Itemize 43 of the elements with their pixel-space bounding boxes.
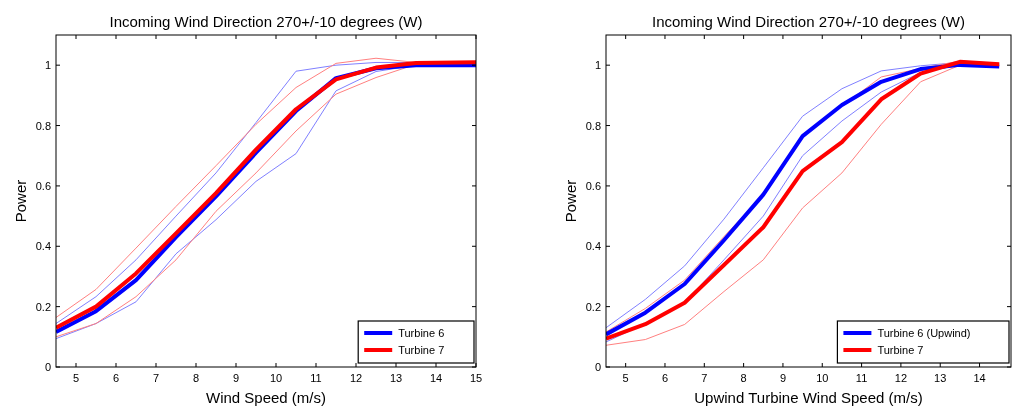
x-tick-label: 15	[469, 372, 483, 384]
y-tick-label: 0.8	[585, 119, 601, 132]
x-tick-label: 7	[701, 372, 708, 384]
x-tick-label: 7	[152, 372, 160, 384]
x-tick-label: 12	[894, 372, 908, 384]
legend-label: Turbine 7	[877, 344, 924, 356]
y-tick-label: 0.4	[585, 240, 601, 253]
x-tick-label: 8	[192, 372, 200, 384]
x-tick-label: 11	[855, 372, 868, 384]
y-tick-label: 0.2	[585, 300, 601, 313]
x-tick-label: 6	[112, 372, 120, 384]
x-tick-label: 10	[269, 372, 283, 384]
x-tick-label: 10	[816, 372, 829, 384]
x-tick-label: 11	[310, 372, 322, 384]
y-tick-label: 1	[44, 59, 51, 72]
x-tick-label: 8	[740, 372, 747, 384]
x-tick-label: 5	[622, 372, 629, 384]
x-axis-title: Wind Speed (m/s)	[205, 389, 327, 406]
y-tick-label: 1	[594, 59, 601, 72]
y-tick-label: 0.6	[35, 179, 51, 192]
x-tick-label: 12	[349, 372, 363, 384]
y-tick-label: 0.6	[585, 179, 601, 192]
chart-title: Incoming Wind Direction 270+/-10 degrees (W)	[651, 13, 966, 30]
y-tick-label: 0.8	[35, 119, 51, 132]
legend-label: Turbine 6 (Upwind)	[877, 327, 971, 339]
legend-label: Turbine 7	[398, 344, 445, 356]
y-tick-label: 0	[594, 361, 601, 373]
y-tick-label: 0.4	[35, 240, 51, 253]
x-tick-label: 9	[779, 372, 786, 384]
x-tick-label: 9	[232, 372, 240, 384]
x-tick-label: 5	[72, 372, 80, 384]
x-tick-label: 13	[934, 372, 947, 384]
y-tick-label: 0	[44, 361, 51, 373]
chart-title: Incoming Wind Direction 270+/-10 degrees (W)	[109, 13, 423, 30]
x-tick-label: 13	[389, 372, 403, 384]
y-axis-title: Power	[12, 179, 29, 223]
y-axis-title: Power	[562, 179, 579, 223]
legend-label: Turbine 6	[398, 327, 445, 339]
x-axis-title: Upwind Turbine Wind Speed (m/s)	[694, 389, 923, 406]
y-tick-label: 0.2	[35, 300, 51, 313]
x-tick-label: 6	[661, 372, 669, 384]
x-tick-label: 14	[973, 372, 986, 384]
x-tick-label: 14	[429, 372, 443, 384]
